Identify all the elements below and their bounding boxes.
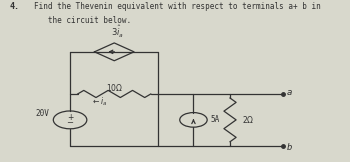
Text: $2\Omega$: $2\Omega$ xyxy=(241,114,254,125)
Text: +: + xyxy=(67,113,73,122)
Text: a: a xyxy=(287,88,292,97)
Text: the circuit below.: the circuit below. xyxy=(34,16,131,25)
Text: 5A: 5A xyxy=(210,115,219,124)
Text: $3\hat{i}_a$: $3\hat{i}_a$ xyxy=(111,24,124,40)
Text: −: − xyxy=(66,118,74,127)
Text: b: b xyxy=(287,143,292,152)
Text: 4.: 4. xyxy=(9,2,19,11)
Text: Find the Thevenin equivalent with respect to terminals a+ b in: Find the Thevenin equivalent with respec… xyxy=(34,2,320,11)
Text: $10\Omega$: $10\Omega$ xyxy=(106,82,123,93)
Text: $\leftarrow i_a$: $\leftarrow i_a$ xyxy=(91,95,108,108)
Text: 20V: 20V xyxy=(36,109,50,118)
